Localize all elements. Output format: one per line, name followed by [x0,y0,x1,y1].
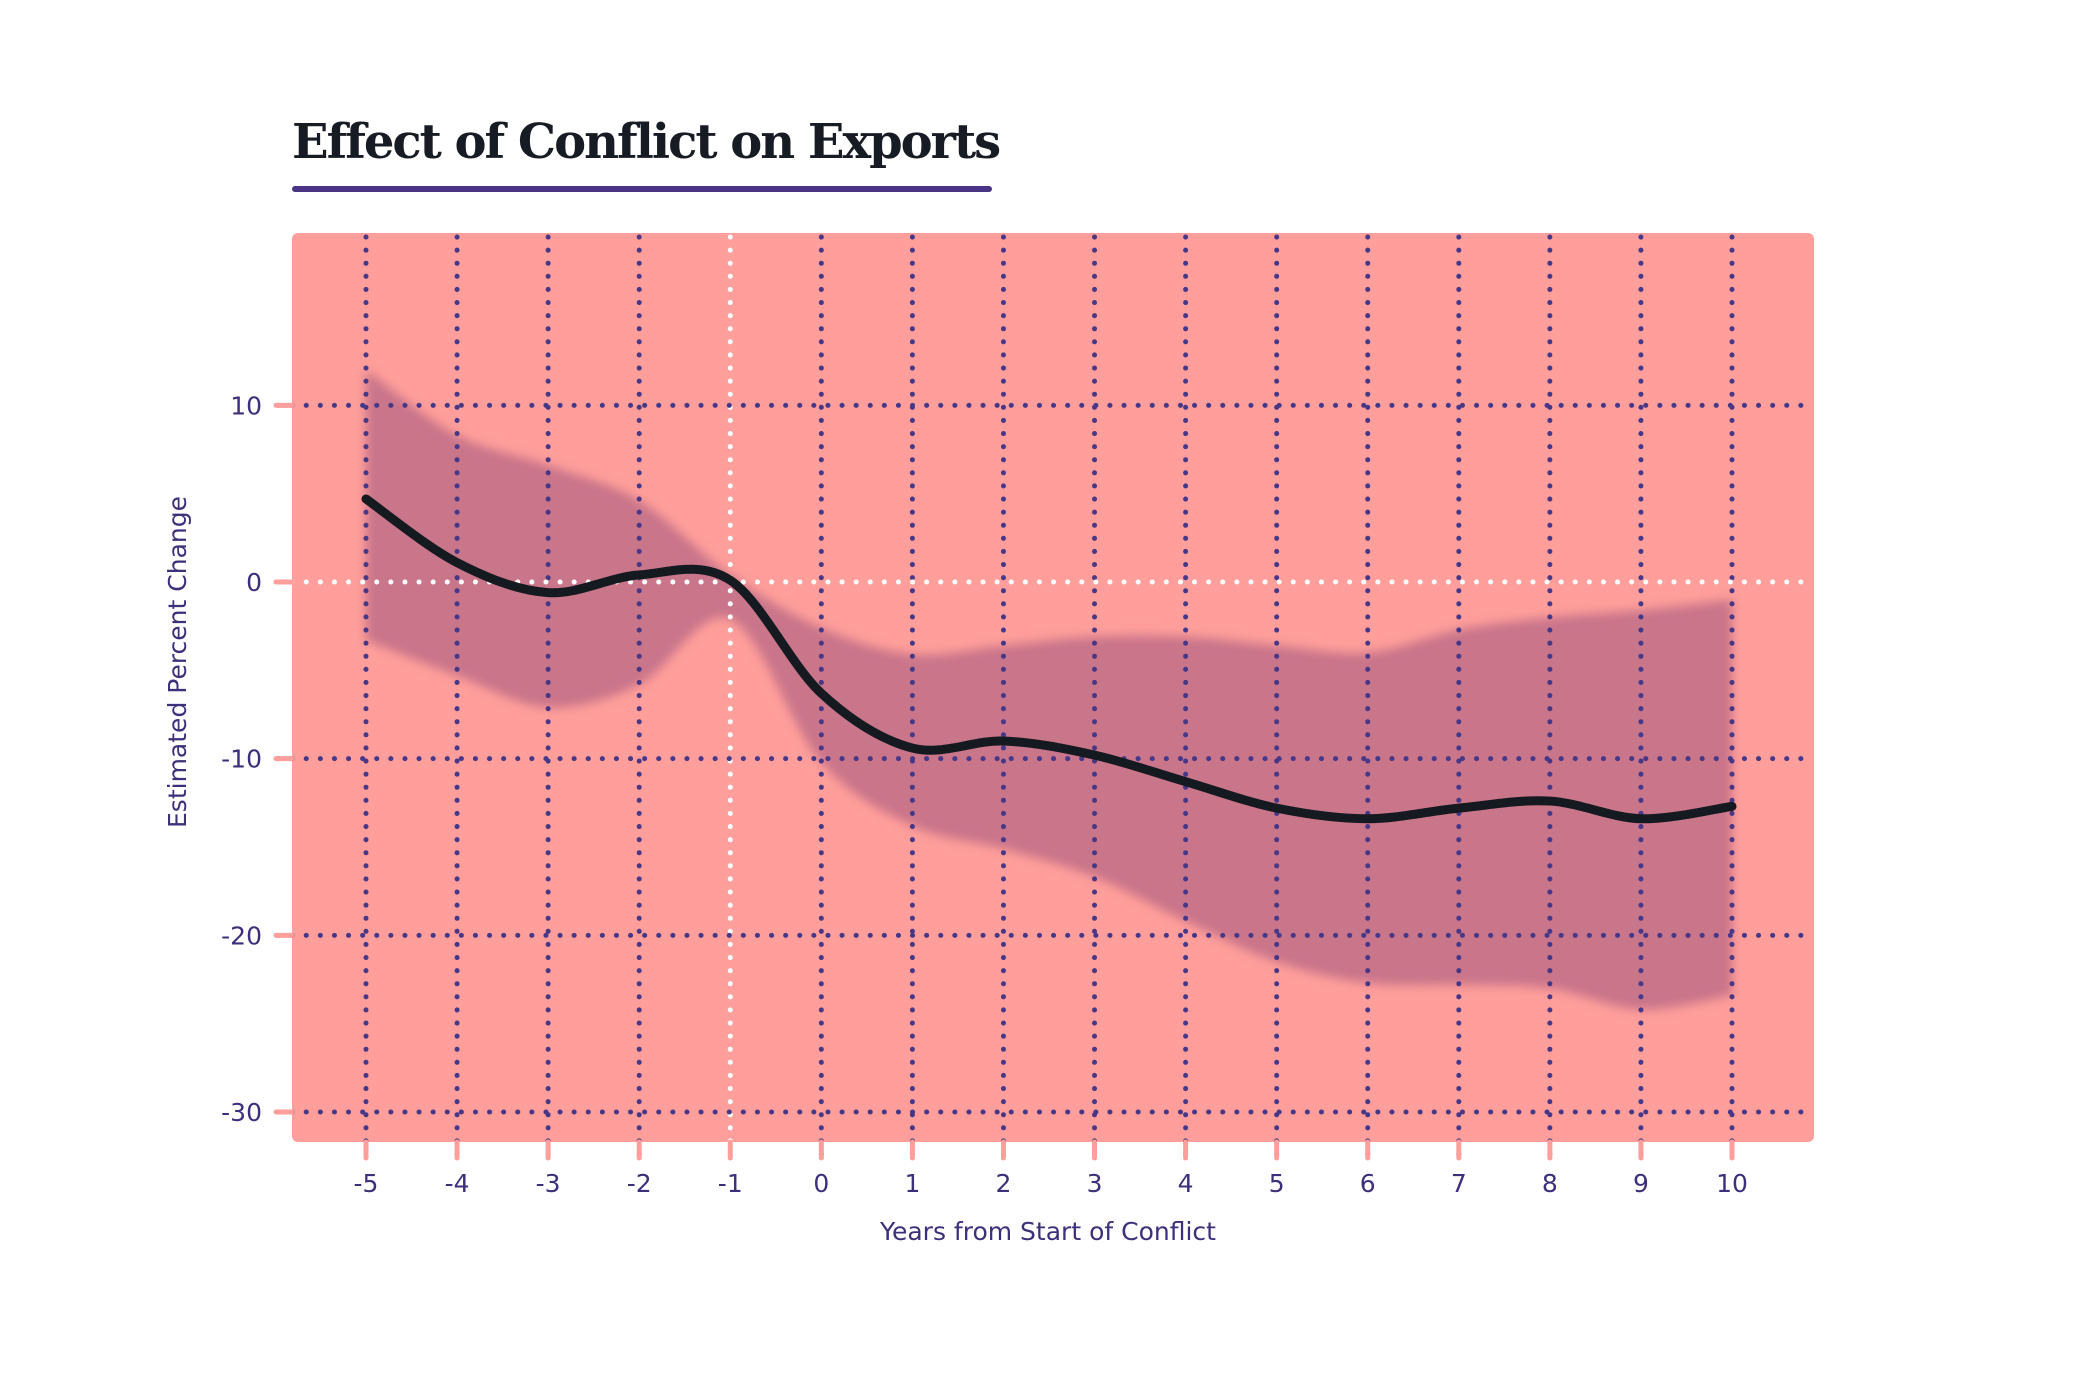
x-tick-label: -2 [627,1169,652,1198]
estimate-line [361,494,1737,824]
chart-title-block: Effect of Conflict on Exports [292,114,1001,192]
grid-layer [273,234,1817,1165]
x-tick-label: 7 [1451,1169,1467,1198]
x-tick-label: 5 [1269,1169,1285,1198]
y-tick-label: 10 [230,391,262,420]
x-tick-label: 0 [813,1169,829,1198]
x-tick-label: 1 [904,1169,920,1198]
x-tick-label: -1 [718,1169,743,1198]
y-axis-label: Estimated Percent Change [163,496,192,828]
y-tick-label: -30 [221,1098,262,1127]
line-layer [361,494,1737,824]
y-axis-ticks: 10 0 -10 -20 -30 [221,391,262,1127]
confidence-band [366,370,1732,1010]
x-tick-label: 8 [1542,1169,1558,1198]
x-tick-label: -5 [354,1169,379,1198]
x-tick-label: -3 [536,1169,561,1198]
x-tick-label: -4 [445,1169,470,1198]
x-tick-label: 9 [1633,1169,1649,1198]
x-axis-ticks: -5 -4 -3 -2 -1 0 1 2 3 4 5 6 7 8 9 10 [354,1169,1748,1198]
x-tick-label: 2 [996,1169,1012,1198]
y-tick-label: -10 [221,745,262,774]
x-tick-label: 6 [1360,1169,1376,1198]
x-tick-label: 10 [1716,1169,1748,1198]
x-tick-label: 4 [1178,1169,1194,1198]
x-tick-label: 3 [1087,1169,1103,1198]
y-tick-label: 0 [246,568,262,597]
title-underline [292,186,992,192]
x-axis-label: Years from Start of Conflict [879,1217,1216,1246]
chart-title: Effect of Conflict on Exports [292,114,1001,170]
confidence-band-layer [366,370,1732,1010]
y-tick-label: -20 [221,921,262,950]
